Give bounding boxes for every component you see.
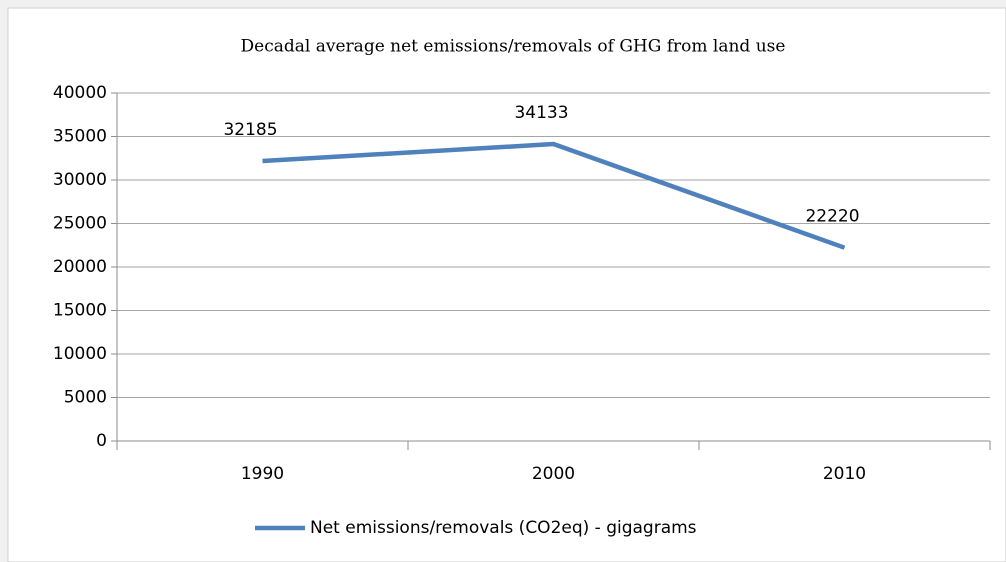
y-tick-label: 35000 bbox=[53, 127, 107, 147]
y-tick-label: 40000 bbox=[53, 83, 107, 103]
chart-title: Decadal average net emissions/removals o… bbox=[241, 37, 786, 57]
y-tick-label: 10000 bbox=[53, 344, 107, 364]
data-label: 32185 bbox=[223, 120, 277, 140]
x-tick-label: 2000 bbox=[532, 464, 575, 484]
y-tick-label: 25000 bbox=[53, 214, 107, 234]
data-label: 34133 bbox=[514, 103, 568, 123]
y-tick-label: 20000 bbox=[53, 257, 107, 277]
x-tick-label: 2010 bbox=[823, 464, 866, 484]
chart-background bbox=[7, 7, 1006, 562]
x-tick-label: 1990 bbox=[241, 464, 284, 484]
y-tick-label: 5000 bbox=[64, 388, 107, 408]
y-tick-label: 0 bbox=[96, 431, 107, 451]
legend-label: Net emissions/removals (CO2eq) - gigagra… bbox=[310, 518, 697, 538]
y-tick-label: 30000 bbox=[53, 170, 107, 190]
data-label: 22220 bbox=[805, 207, 859, 227]
y-tick-label: 15000 bbox=[53, 301, 107, 321]
line bbox=[262, 141, 846, 250]
